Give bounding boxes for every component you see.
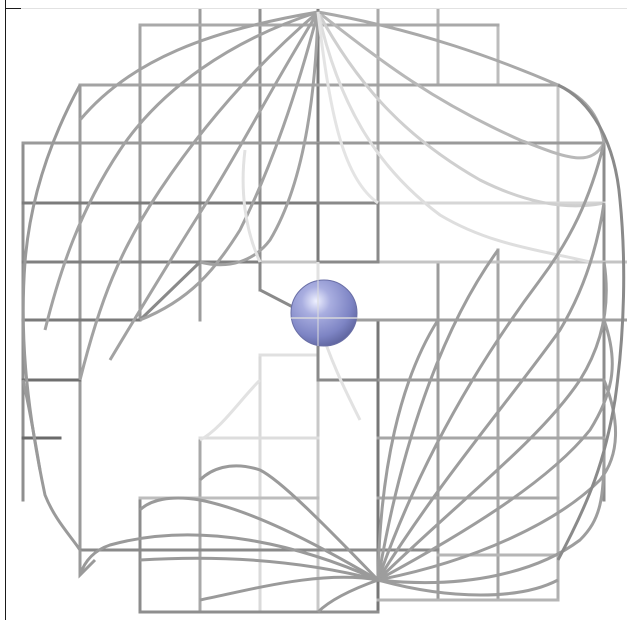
left-contour [21, 84, 97, 579]
curves-bottom-fan [78, 464, 380, 614]
viewport-frame-top-line [21, 8, 627, 9]
curves-right-fan [376, 142, 618, 597]
curves-upper-right [316, 10, 606, 264]
viewport-frame-left [5, 0, 6, 620]
sphere [290, 279, 358, 347]
right-contour [556, 83, 626, 561]
curves-upper-left [43, 10, 320, 381]
viewport-frame-top [5, 8, 21, 9]
